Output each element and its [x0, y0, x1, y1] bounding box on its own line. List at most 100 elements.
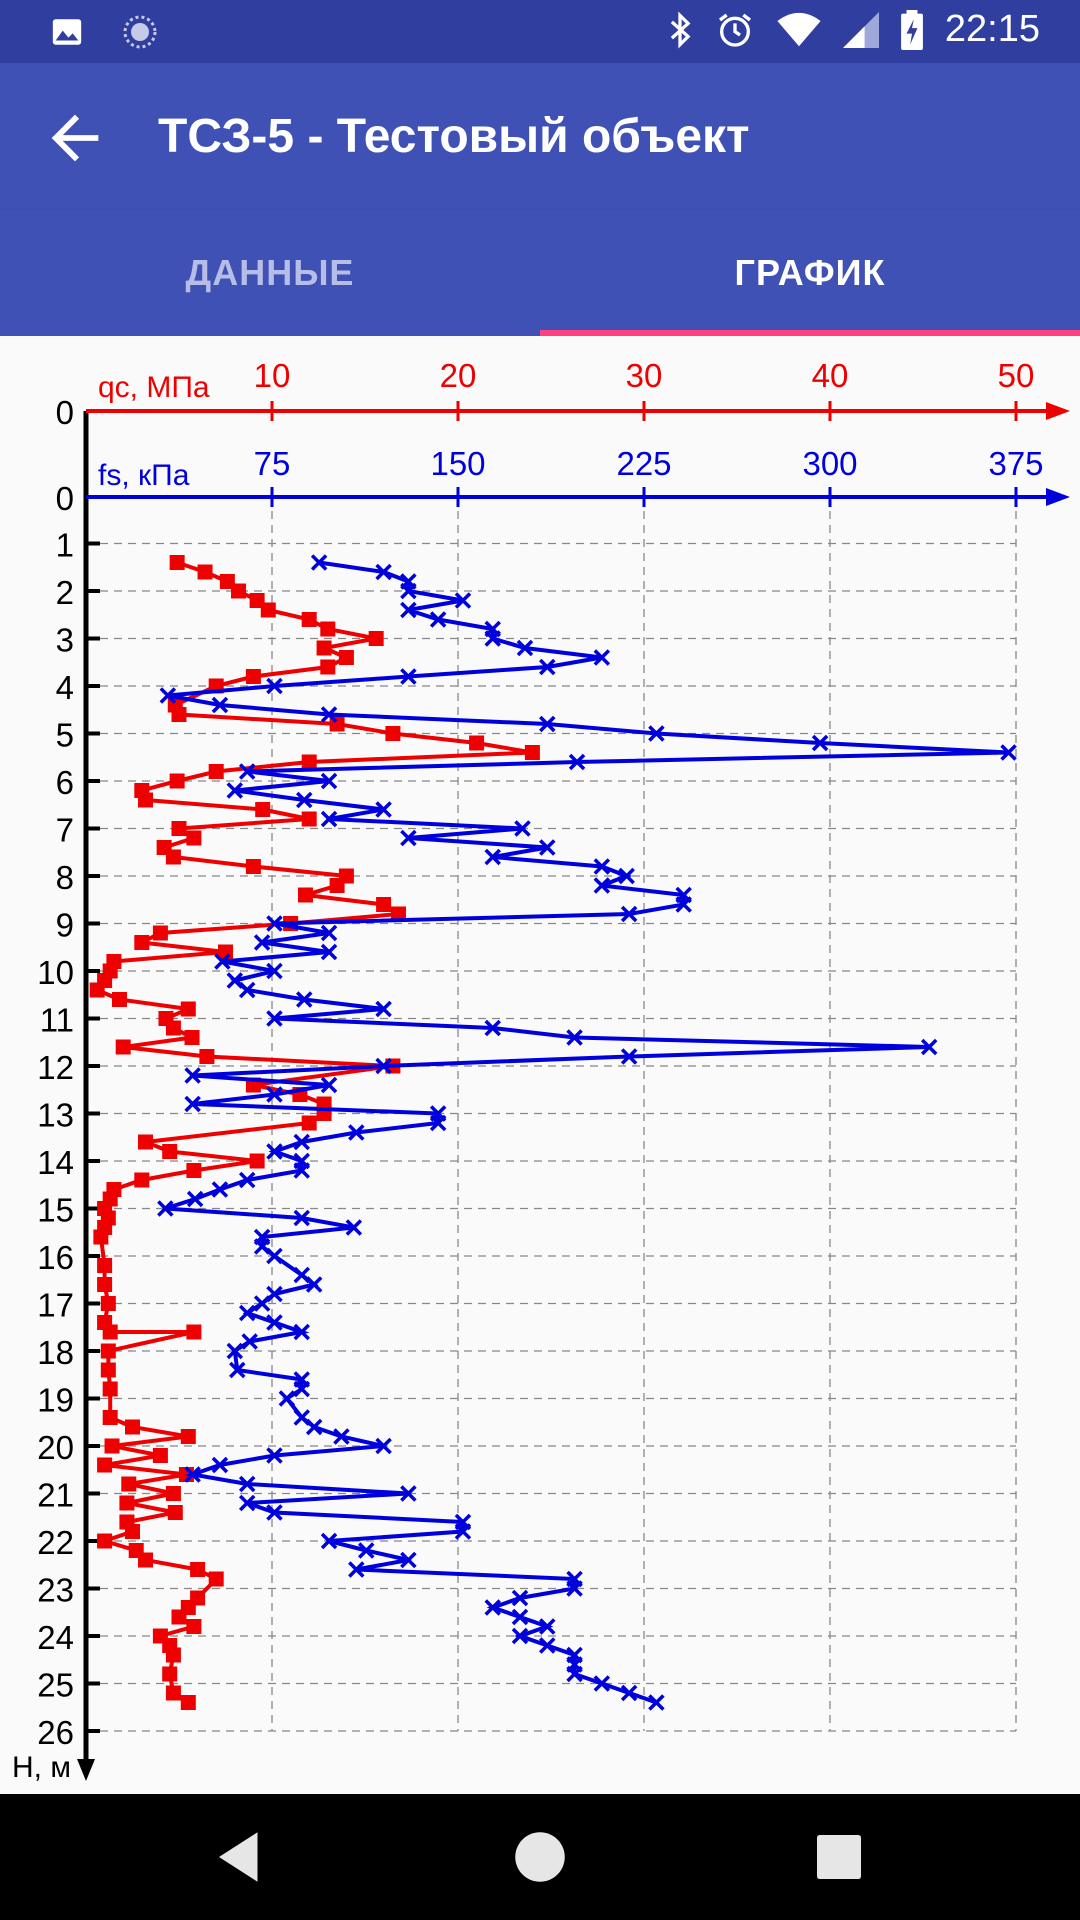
fs-point — [920, 1038, 938, 1056]
qc-point — [152, 925, 168, 941]
fs-point — [514, 820, 531, 837]
fs-point — [400, 829, 417, 847]
fs-point — [333, 1428, 350, 1445]
qc-tick-label: 30 — [626, 357, 663, 394]
y-tick-label: 3 — [56, 622, 74, 659]
y-tick-label: 11 — [40, 1002, 74, 1039]
arrow-back-icon[interactable] — [40, 103, 110, 173]
fs-point — [566, 1029, 583, 1046]
y-tick-label: 8 — [56, 859, 74, 896]
qc-point — [169, 773, 185, 789]
y-tick-label: 1 — [56, 527, 74, 564]
y-tick-label: 13 — [37, 1097, 74, 1134]
qc-point — [199, 1049, 215, 1064]
nav-back-icon[interactable] — [208, 1824, 274, 1890]
fs-tick-label: 375 — [988, 445, 1043, 482]
fs-point — [375, 1000, 392, 1018]
qc-point — [301, 754, 317, 770]
qc-point — [138, 1552, 154, 1568]
qc-point — [134, 935, 150, 950]
qc-point — [104, 1438, 120, 1454]
qc-point — [180, 1695, 196, 1710]
tab-data[interactable]: ДАННЫЕ — [185, 252, 355, 293]
status-bar: 22:15 — [0, 0, 1080, 63]
qc-point — [260, 602, 276, 618]
qc-point — [169, 555, 185, 570]
fs-point — [484, 1599, 501, 1616]
fs-point — [320, 810, 338, 828]
fs-point — [320, 924, 338, 942]
y-tick-label: 2 — [56, 574, 74, 611]
qc-point — [171, 821, 187, 836]
qc-point — [125, 1419, 140, 1435]
fs-point — [266, 915, 283, 932]
fs-point — [293, 1380, 310, 1398]
qc-point — [102, 1324, 118, 1340]
fs-point — [516, 639, 534, 657]
fs-point — [266, 1285, 283, 1303]
fs-point — [320, 1076, 338, 1094]
fs-point — [266, 1314, 283, 1331]
qc-point — [111, 992, 127, 1007]
sync-notification-icon — [123, 15, 157, 49]
qc-series-line — [93, 560, 533, 1705]
fs-point — [620, 1048, 638, 1065]
fs-point — [293, 1409, 310, 1426]
fs-point — [266, 1143, 283, 1160]
qc-point — [231, 583, 247, 599]
fs-point — [226, 782, 244, 799]
fs-point — [186, 1190, 204, 1208]
nav-home-icon[interactable] — [507, 1824, 573, 1890]
y-tick-label: 24 — [37, 1619, 74, 1656]
navigation-bar — [0, 1794, 1080, 1920]
fs-point — [266, 1247, 283, 1265]
fs-axis-arrow — [1046, 488, 1070, 506]
fs-point — [296, 791, 313, 809]
y-tick-label: 4 — [56, 669, 74, 706]
y-tick-label: 18 — [37, 1334, 74, 1371]
y-tick-label: 23 — [37, 1572, 74, 1609]
fs-point — [539, 715, 556, 733]
fs-point — [648, 1694, 665, 1711]
tab-chart[interactable]: ГРАФИК — [734, 252, 886, 293]
qc-point — [385, 726, 401, 741]
fs-point — [539, 658, 556, 676]
nav-recents-icon[interactable] — [806, 1824, 872, 1890]
fs-point — [375, 801, 392, 818]
fs-point — [293, 1133, 310, 1151]
fs-point — [484, 630, 501, 647]
fs-point — [266, 962, 283, 980]
image-notification-icon — [52, 19, 82, 45]
qc-point — [524, 745, 540, 760]
qc-axis-label: qc, МПа — [98, 371, 210, 404]
fs-point — [320, 772, 338, 790]
fs-point — [400, 1485, 417, 1502]
qc-point — [97, 1533, 113, 1549]
fs-point — [241, 1333, 258, 1350]
qc-point — [171, 1609, 187, 1625]
fs-point — [238, 763, 256, 780]
fs-point — [253, 1295, 271, 1312]
fs-point — [211, 1456, 229, 1474]
fs-point — [375, 1437, 392, 1455]
qc-point — [165, 1486, 181, 1501]
qc-point — [165, 849, 181, 865]
qc-point — [171, 707, 187, 722]
fs-point — [1000, 744, 1017, 761]
fs-point — [484, 848, 501, 866]
y-tick-label: 19 — [37, 1382, 74, 1419]
qc-point — [102, 1410, 118, 1425]
fs-point — [345, 1219, 363, 1236]
fs-point — [375, 563, 392, 581]
fs-point — [159, 687, 177, 704]
fs-point — [620, 1684, 638, 1702]
y-tick-label: 14 — [37, 1144, 74, 1181]
y-tick-label: 5 — [56, 717, 74, 754]
fs-point — [484, 1019, 501, 1037]
fs-axis-label: fs, кПа — [98, 459, 190, 492]
fs-point — [305, 1418, 323, 1436]
qc-point — [102, 1381, 118, 1397]
fs-point — [278, 1390, 296, 1407]
qc-point — [255, 802, 271, 817]
qc-point — [190, 1562, 206, 1577]
